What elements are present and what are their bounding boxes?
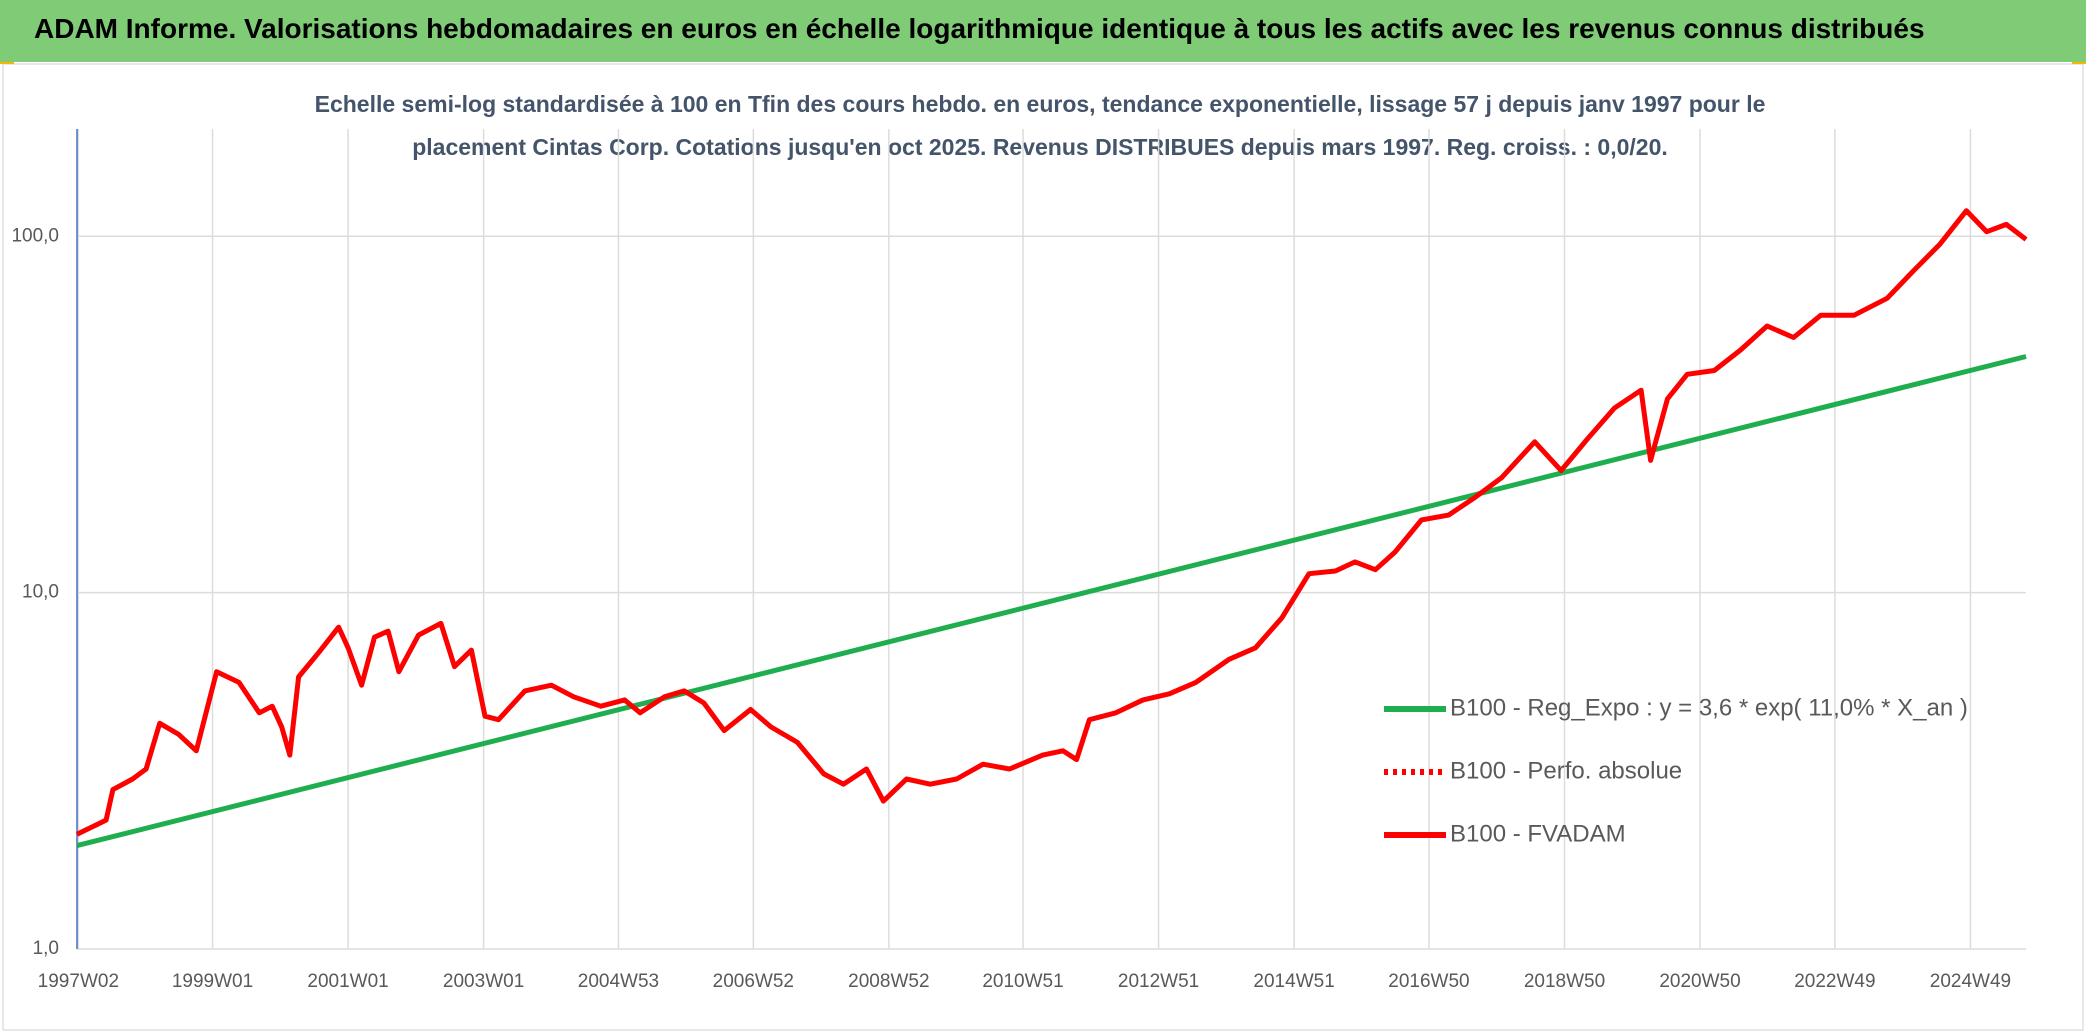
x-tick-label: 2001W01 (307, 971, 388, 992)
legend-label: B100 - Perfo. absolue (1450, 757, 1682, 784)
series-line (75, 208, 2028, 837)
x-tick-label: 2008W52 (848, 971, 929, 992)
x-tick-label: 2018W50 (1524, 971, 1605, 992)
chart: Echelle semi-log standardisée à 100 en T… (0, 62, 2086, 1031)
corner-mark (2072, 62, 2086, 64)
y-tick-label: 10,0 (22, 582, 59, 603)
page-title: ADAM Informe. Valorisations hebdomadaire… (34, 13, 1925, 44)
y-tick-label: 100,0 (11, 225, 59, 246)
legend-label: B100 - Reg_Expo : y = 3,6 * exp( 11,0% *… (1450, 694, 1968, 721)
x-tick-label: 2022W49 (1794, 971, 1875, 992)
x-tick-label: 2006W52 (713, 971, 794, 992)
x-tick-label: 2010W51 (982, 971, 1063, 992)
series-line (76, 354, 2027, 849)
x-tick-label: 2014W51 (1253, 971, 1334, 992)
x-tick-label: 2020W50 (1659, 971, 1740, 992)
x-tick-label: 2012W51 (1118, 971, 1199, 992)
chart-subtitle: Echelle semi-log standardisée à 100 en T… (315, 91, 1766, 117)
title-bar: ADAM Informe. Valorisations hebdomadaire… (0, 0, 2086, 62)
x-tick-label: 2003W01 (443, 971, 524, 992)
x-tick-label: 1997W02 (38, 971, 119, 992)
chart-frame (2, 63, 2084, 1031)
chart-subtitle: placement Cintas Corp. Cotations jusqu'e… (412, 134, 1668, 160)
corner-mark (0, 62, 14, 64)
x-tick-label: 1999W01 (172, 971, 253, 992)
y-tick-label: 1,0 (33, 938, 59, 959)
legend-label: B100 - FVADAM (1450, 820, 1626, 847)
x-tick-label: 2016W50 (1388, 971, 1469, 992)
x-tick-label: 2024W49 (1930, 971, 2011, 992)
x-tick-label: 2004W53 (578, 971, 659, 992)
